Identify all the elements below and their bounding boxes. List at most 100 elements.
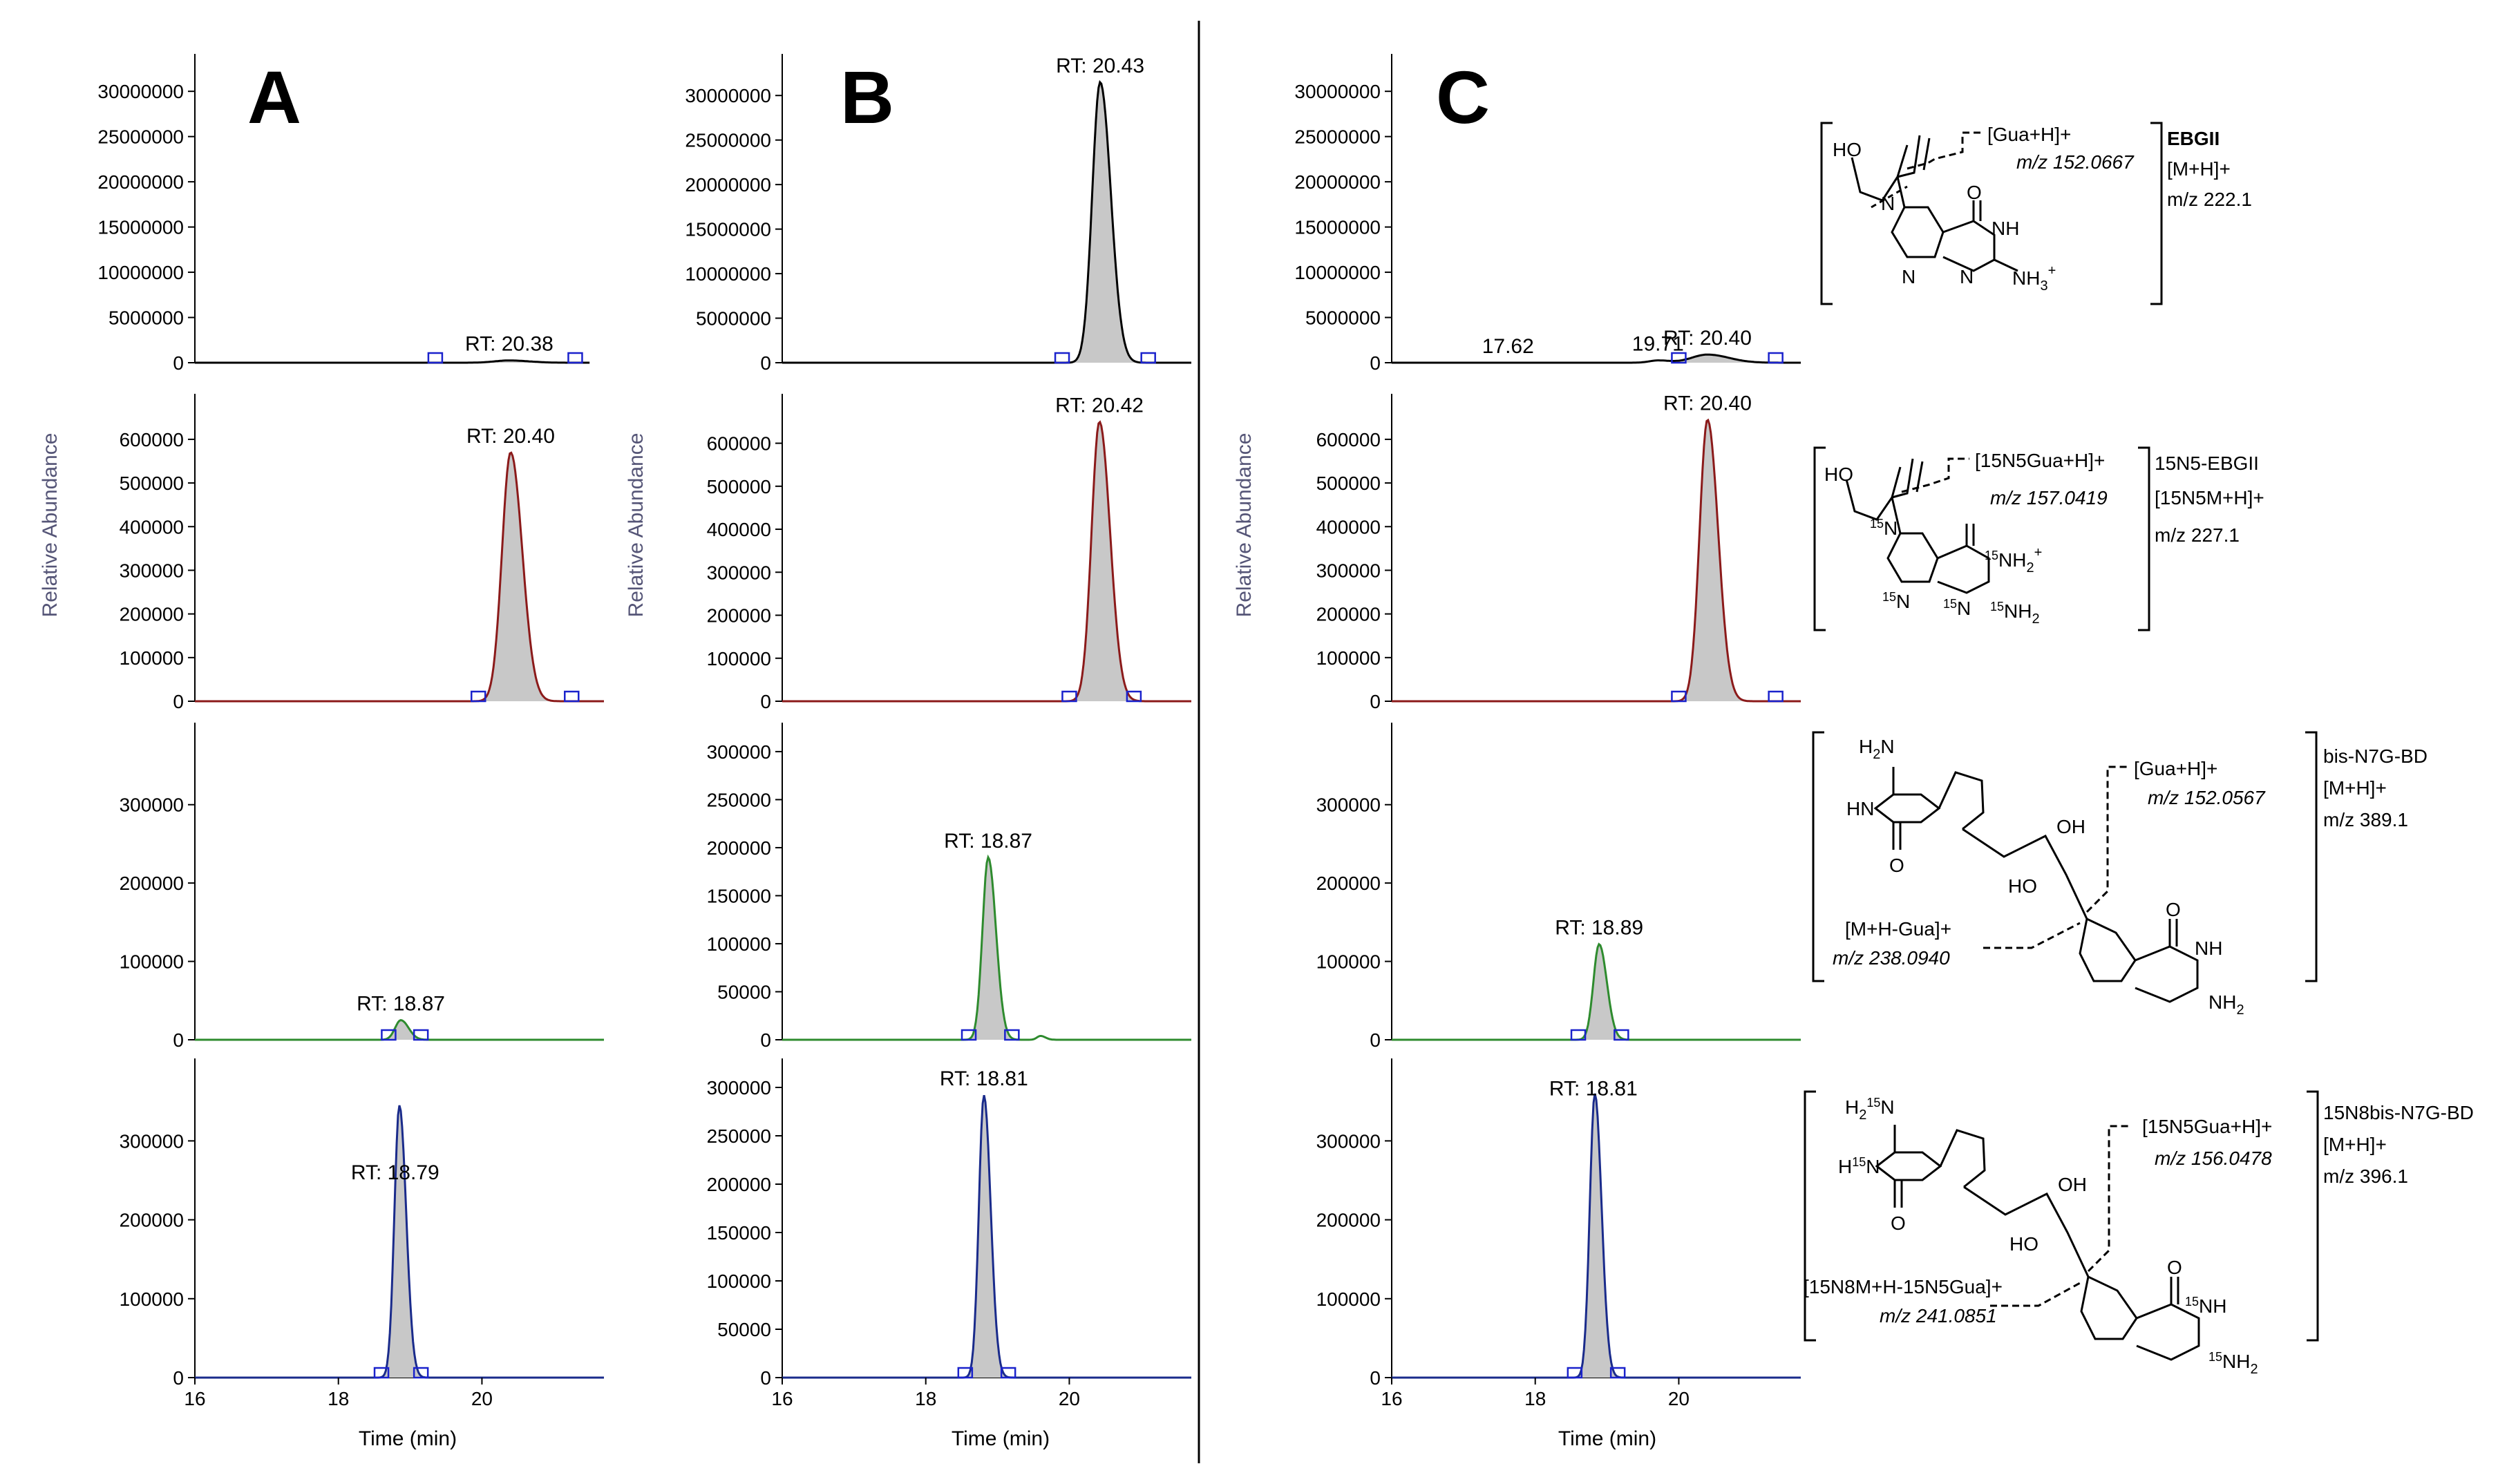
chart-c3-ytick-label: 300000 (1316, 795, 1381, 816)
chart-a3-trace (195, 1019, 604, 1041)
15n8-oh1-label: OH (2058, 1174, 2087, 1195)
bis-mz: m/z 389.1 (2323, 809, 2408, 830)
chart-c2-ytick-label: 300000 (1316, 560, 1381, 581)
chart-b4-ytick-label: 200000 (707, 1174, 771, 1195)
chart-a2-ytick-label: 300000 (120, 560, 184, 581)
bis-fragment-mz: m/z 152.0567 (2148, 787, 2266, 808)
ebgii-ho-label: HO (1833, 139, 1862, 160)
chart-a2-ytick-label: 0 (173, 691, 184, 712)
chart-a4-ytick-label: 0 (173, 1367, 184, 1389)
chart-a1: 30000000 25000000 20000000 15000000 10000000… (97, 54, 590, 374)
chart-b4-peak-label: RT: 18.81 (940, 1067, 1028, 1090)
chart-a4-baseline-marker (373, 1367, 390, 1379)
chart-c2-trace (1392, 418, 1801, 703)
chart-b3: 300000 250000 200000 150000 100000 50000 0 RT: … (707, 723, 1191, 1051)
chart-c3-peak-label: RT: 18.89 (1555, 917, 1643, 940)
chart-a4-peak-area (381, 1105, 422, 1378)
chart-b4-xtick-label: 20 (1059, 1388, 1080, 1409)
chart-b3-trace (782, 854, 1191, 1041)
chart-b1-ytick-label: 0 (760, 352, 771, 374)
chart-b4-ytick-label: 100000 (707, 1271, 771, 1292)
chart-c2-peak-label: RT: 20.40 (1663, 392, 1752, 415)
structure-bis-n7g-bd: H2N HN O OH HO O NH NH2 [Gua+H]+ m/z 152… (1812, 731, 2428, 1018)
chart-b3-baseline-marker (1004, 1029, 1020, 1041)
chart-c1-baseline-marker (1768, 352, 1784, 364)
chart-a1-peak-label: RT: 20.38 (465, 333, 554, 356)
bis-ion: [M+H]+ (2323, 777, 2387, 799)
chart-b2-ytick-label: 300000 (707, 562, 771, 583)
chart-a1-ytick-label: 10000000 (97, 262, 184, 283)
chart-c4-peak-area (1574, 1093, 1618, 1378)
chart-c3: 300000 200000 100000 0 RT: 18.89 (1316, 723, 1801, 1051)
chart-b2-ytick-label: 500000 (707, 476, 771, 497)
ebgii-o-label: O (1967, 182, 1982, 203)
15n8-h2n-label: H215N (1845, 1096, 1895, 1123)
chart-a4-ytick-label: 200000 (120, 1210, 184, 1231)
15n5-ebgii-fragment-mz: m/z 157.0419 (1990, 487, 2108, 508)
15n5-ebgii-mz: m/z 227.1 (2155, 524, 2240, 546)
chart-a2-ytick-label: 100000 (120, 647, 184, 669)
chart-a1-trace (195, 359, 590, 364)
structure-15n5-ebgii: HO 15N 15NH2+ 15NH2 15N 15N [15N5Gua+H]+… (1813, 446, 2264, 631)
ebgii-fragment-ion: [Gua+H]+ (1987, 124, 2071, 145)
15n5-ebgii-ho-label: HO (1824, 464, 1853, 485)
chart-c3-ytick-label: 0 (1370, 1029, 1381, 1051)
chart-b2-peak-area (1069, 421, 1134, 701)
x-axis-title-c: Time (min) (1558, 1427, 1656, 1450)
ebgii-name: EBGII (2167, 128, 2220, 149)
chart-a3-ytick-label: 0 (173, 1029, 184, 1051)
y-axis-title-c: Relative Abundance (1233, 433, 1256, 618)
x-axis-title-b: Time (min) (952, 1427, 1050, 1450)
15n8-o2-label: O (2167, 1257, 2182, 1278)
bis-o2-label: O (2166, 899, 2181, 920)
chart-a1-baseline-marker (427, 352, 444, 364)
chart-c1-ytick-label: 20000000 (1294, 171, 1381, 193)
chart-c4: 300000 200000 100000 0 RT: 18.81 16 18 20 (1316, 1058, 1801, 1409)
chart-c4-ytick-label: 0 (1370, 1367, 1381, 1389)
chart-a1-ytick-label: 30000000 (97, 81, 184, 102)
chart-c4-ytick-label: 100000 (1316, 1288, 1381, 1310)
y-axis-title-a: Relative Abundance (39, 433, 62, 618)
chart-c1: 30000000 25000000 20000000 15000000 10000000… (1294, 54, 1801, 374)
chart-b2-ytick-label: 100000 (707, 648, 771, 669)
chart-a2-baseline-marker (470, 690, 486, 703)
structures: HO N O NH N N NH3+ [Gua+H]+ m/z 152.0667… (1804, 122, 2474, 1377)
chart-b1-ytick-label: 10000000 (685, 263, 771, 285)
15n5-ebgii-n3-label: 15N (1943, 597, 1971, 619)
chart-c2: 600000 500000 400000 300000 200000 100000 0 RT:… (1316, 392, 1801, 712)
chart-a4-trace (195, 1105, 604, 1379)
chart-c4-baseline-marker (1609, 1367, 1626, 1379)
bis-nh-label: NH (2195, 938, 2222, 959)
15n5-ebgii-nh2-label: 15NH2 (1990, 600, 2040, 627)
bis-fragment2-ion: [M+H-Gua]+ (1845, 918, 1951, 940)
chart-c2-peak-area (1678, 419, 1776, 701)
ebgii-n3-label: N (1960, 266, 1974, 287)
15n8-fragment2-mz: m/z 241.0851 (1880, 1305, 1997, 1326)
chart-c4-trace (1392, 1093, 1801, 1379)
bis-h2n-label: H2N (1859, 736, 1895, 762)
chart-c3-baseline-marker (1570, 1029, 1587, 1041)
chart-b2-ytick-label: 200000 (707, 605, 771, 627)
chart-c1-ytick-label: 10000000 (1294, 262, 1381, 283)
chart-c4-xtick-label: 16 (1381, 1388, 1402, 1409)
15n8-fragment2-ion: [15N8M+H-15N5Gua]+ (1804, 1276, 2003, 1297)
chart-a3-ytick-label: 300000 (120, 795, 184, 816)
chart-a1-ytick-label: 20000000 (97, 171, 184, 193)
panel-letter-b: B (840, 55, 894, 139)
chart-a3-baseline-marker (381, 1029, 397, 1041)
chart-a2-trace (195, 451, 604, 703)
chart-b1-baseline-marker (1054, 352, 1070, 364)
chart-a2-ytick-label: 400000 (120, 516, 184, 538)
chart-b1-baseline-marker (1140, 352, 1156, 364)
chart-b4-ytick-label: 300000 (707, 1077, 771, 1098)
chart-a1-ytick-label: 15000000 (97, 217, 184, 238)
chart-a2-peak-area (478, 453, 572, 701)
chart-a3-peak-label: RT: 18.87 (357, 993, 445, 1016)
ebgii-nh3-label: NH3+ (2012, 263, 2056, 294)
chart-c1-trace (1392, 353, 1801, 364)
chart-c1-ytick-label: 30000000 (1294, 81, 1381, 102)
ebgii-ion: [M+H]+ (2167, 158, 2231, 180)
chart-a4-xtick-label: 16 (184, 1388, 205, 1409)
chart-c4-baseline-marker (1567, 1367, 1583, 1379)
